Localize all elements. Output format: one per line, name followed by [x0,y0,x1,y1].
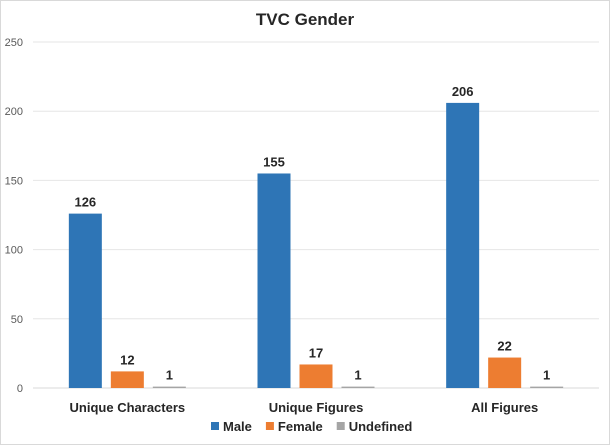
y-tick-label: 50 [11,314,23,326]
x-category-label: Unique Figures [269,400,364,415]
y-tick-label: 150 [5,175,23,187]
chart-title: TVC Gender [256,10,355,29]
bar-undefined-1 [152,386,186,388]
data-label-male-3: 206 [452,84,474,99]
y-tick-label: 0 [17,383,23,395]
bar-female-1 [110,371,144,388]
x-axis-categories: Unique Characters Unique Figures All Figur… [70,400,539,415]
data-label-female-2: 17 [309,345,323,360]
data-label-undefined-2: 1 [354,368,361,383]
bar-undefined-2 [341,386,375,388]
y-axis-ticks: 0 50 100 150 200 250 [5,37,23,395]
y-tick-label: 200 [5,106,23,118]
legend-swatch-male [211,422,219,430]
bar-female-2 [299,364,333,388]
data-label-male-2: 155 [263,154,285,169]
data-label-male-1: 126 [74,195,96,210]
x-category-label: All Figures [471,400,538,415]
bar-female-3 [488,357,522,388]
data-labels: 126 12 1 155 17 1 206 22 1 [74,84,550,383]
legend-label-undefined: Undefined [349,419,413,434]
gridlines [33,41,599,389]
data-label-female-1: 12 [120,352,134,367]
data-label-undefined-3: 1 [543,368,550,383]
bar-male-3 [446,102,480,389]
x-category-label: Unique Characters [70,400,186,415]
data-label-undefined-1: 1 [166,368,173,383]
y-tick-label: 250 [5,37,23,49]
bar-male-1 [68,213,102,388]
bar-male-2 [257,173,291,388]
legend: Male Female Undefined [211,419,412,434]
legend-swatch-undefined [336,422,345,430]
legend-label-female: Female [278,419,323,434]
data-label-female-3: 22 [497,339,511,354]
legend-swatch-female [265,422,274,430]
legend-label-male: Male [223,419,252,434]
bar-undefined-3 [530,386,564,388]
y-tick-label: 100 [5,245,23,257]
bars [68,102,564,389]
